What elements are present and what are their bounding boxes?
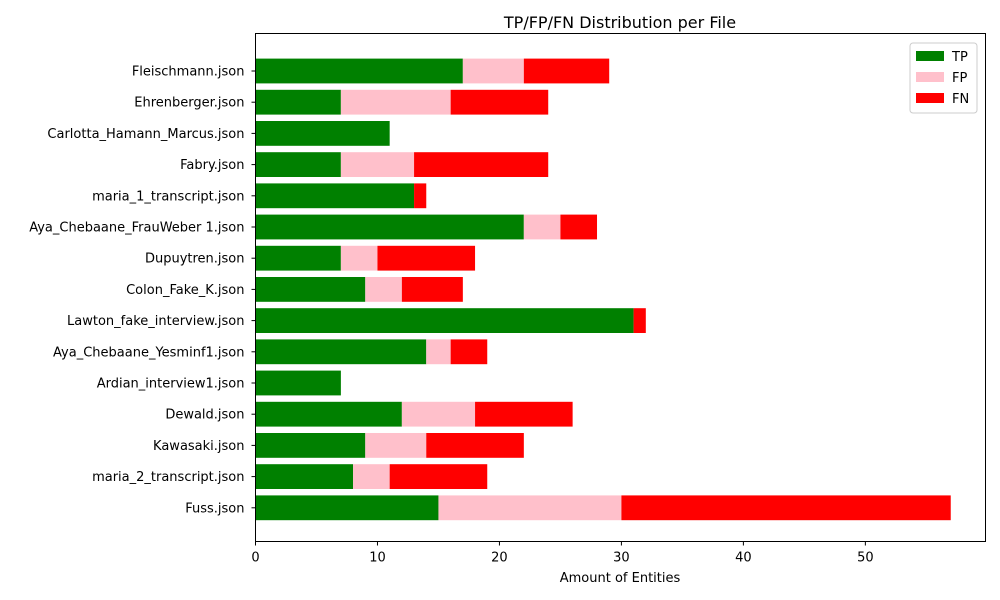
legend-label-fn: FN <box>952 92 969 107</box>
x-tick-labels: 0 10 20 30 40 50 <box>251 542 873 566</box>
bar-tp-2 <box>256 121 390 146</box>
x-tick-label: 30 <box>613 551 630 566</box>
bar-fn-7 <box>402 277 463 302</box>
y-tick-labels: Fleischmann.json Ehrenberger.json Carlotta… <box>29 65 255 517</box>
y-tick-label: Aya_Chebaane_FrauWeber 1.json <box>29 221 244 236</box>
y-tick-label: Dupuytren.json <box>145 252 245 267</box>
bars-group <box>256 59 951 521</box>
bar-fn-12 <box>426 433 524 458</box>
bar-fp-0 <box>463 59 524 84</box>
bar-fn-4 <box>414 183 426 208</box>
bar-tp-14 <box>256 495 439 520</box>
x-tick-label: 10 <box>369 551 386 566</box>
bar-fn-13 <box>390 464 488 489</box>
bar-fp-1 <box>341 90 451 115</box>
bar-tp-8 <box>256 308 634 333</box>
bar-fn-8 <box>634 308 646 333</box>
bar-fp-14 <box>438 495 621 520</box>
y-tick-label: Fleischmann.json <box>132 65 245 80</box>
bar-fn-3 <box>414 152 548 177</box>
bar-fp-12 <box>365 433 426 458</box>
bar-tp-7 <box>256 277 366 302</box>
x-tick-label: 50 <box>857 551 874 566</box>
y-tick-label: Colon_Fake_K.json <box>126 283 244 298</box>
bar-fn-6 <box>377 246 475 271</box>
x-tick-label: 40 <box>735 551 752 566</box>
bar-tp-12 <box>256 433 366 458</box>
bar-fn-5 <box>560 215 597 240</box>
legend-swatch-fn <box>916 93 944 103</box>
bar-fp-11 <box>402 402 475 427</box>
bar-tp-13 <box>256 464 354 489</box>
y-tick-label: maria_2_transcript.json <box>92 470 244 485</box>
legend-label-tp: TP <box>951 50 968 65</box>
x-tick-label: 20 <box>491 551 508 566</box>
y-tick-label: maria_1_transcript.json <box>92 189 244 204</box>
legend-swatch-fp <box>916 72 944 82</box>
bar-tp-1 <box>256 90 341 115</box>
bar-fp-3 <box>341 152 414 177</box>
bar-tp-0 <box>256 59 463 84</box>
bar-fn-14 <box>621 495 950 520</box>
y-tick-label: Fuss.json <box>185 501 244 516</box>
y-tick-label: Ehrenberger.json <box>134 96 244 111</box>
bar-tp-10 <box>256 371 341 396</box>
bar-fp-6 <box>341 246 378 271</box>
y-tick-label: Dewald.json <box>165 408 244 423</box>
bar-tp-4 <box>256 183 415 208</box>
bar-tp-11 <box>256 402 402 427</box>
bar-tp-6 <box>256 246 341 271</box>
y-tick-label: Fabry.json <box>180 158 244 173</box>
bar-fp-9 <box>426 339 450 364</box>
bar-fn-0 <box>524 59 609 84</box>
bar-tp-9 <box>256 339 427 364</box>
bar-fp-7 <box>365 277 402 302</box>
x-axis-label: Amount of Entities <box>560 571 681 586</box>
bar-fn-1 <box>451 90 549 115</box>
bar-fn-9 <box>451 339 488 364</box>
legend: TP FP FN <box>910 43 977 113</box>
x-tick-label: 0 <box>251 551 259 566</box>
legend-swatch-tp <box>916 51 944 61</box>
chart-title: TP/FP/FN Distribution per File <box>503 13 736 32</box>
legend-label-fp: FP <box>952 71 967 86</box>
bar-fp-5 <box>524 215 561 240</box>
bar-tp-3 <box>256 152 341 177</box>
y-tick-label: Carlotta_Hamann_Marcus.json <box>47 127 244 142</box>
bar-fn-11 <box>475 402 573 427</box>
y-tick-label: Lawton_fake_interview.json <box>67 314 244 329</box>
y-tick-label: Aya_Chebaane_Yesminf1.json <box>53 345 244 360</box>
bar-fp-13 <box>353 464 390 489</box>
y-tick-label: Kawasaki.json <box>153 439 244 454</box>
y-tick-label: Ardian_interview1.json <box>97 377 245 392</box>
bar-tp-5 <box>256 215 524 240</box>
